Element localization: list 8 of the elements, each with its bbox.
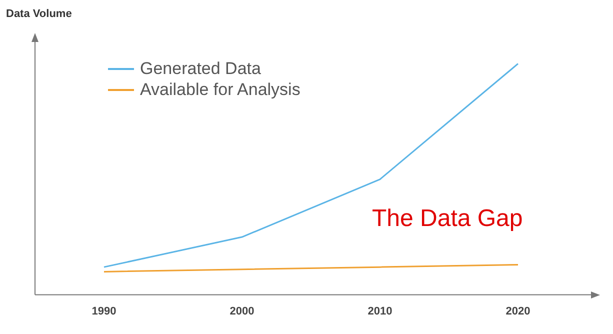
x-tick-label: 2000 (230, 305, 254, 318)
x-tick-label: 2020 (506, 305, 530, 318)
legend-label: Generated Data (140, 58, 261, 78)
x-tick-label: 1990 (92, 305, 116, 318)
annotation: The Data Gap (372, 205, 523, 233)
x-tick-label: 2010 (368, 305, 392, 318)
legend-label: Available for Analysis (140, 80, 300, 100)
y-axis-title: Data Volume (6, 8, 72, 20)
